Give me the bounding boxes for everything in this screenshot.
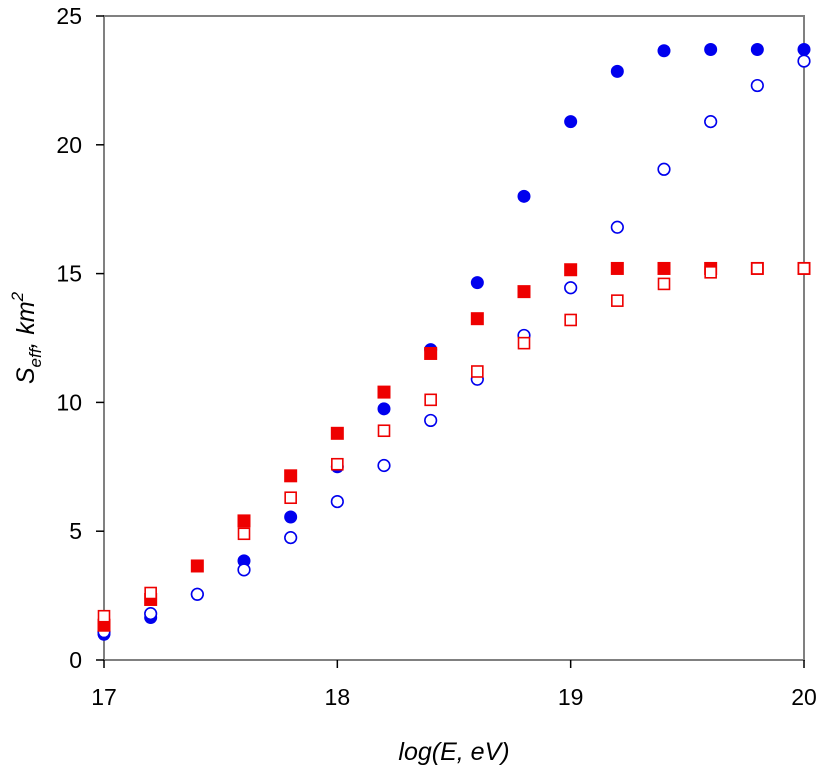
square-point-filled [377, 385, 391, 399]
circle-point-filled [750, 42, 764, 56]
y-tick-label: 25 [56, 3, 82, 29]
y-axis-title-separator: , [12, 335, 40, 349]
square-point-open [424, 393, 437, 407]
circle-point-open [610, 220, 624, 234]
square-point-open [237, 527, 251, 541]
y-axis-title-subscript: eff [26, 346, 45, 367]
circle-point-open [377, 458, 391, 473]
y-tick-label: 15 [56, 261, 82, 287]
data-marks [97, 42, 811, 641]
square-point-open [564, 313, 577, 327]
square-point-open [797, 262, 811, 275]
circle-point-open [750, 78, 764, 93]
y-axis-ticks: 0 5 10 15 20 25 [56, 3, 104, 673]
square-point-open [704, 266, 717, 279]
circle-point-open [190, 587, 204, 601]
circle-point-filled [517, 189, 531, 203]
circle-point-filled [610, 64, 624, 78]
y-axis-title: Seff, km2 [8, 291, 45, 384]
circle-point-open [284, 531, 298, 545]
square-point-filled [470, 312, 484, 326]
square-point-open [657, 277, 671, 291]
square-point-filled [424, 346, 438, 360]
square-point-open [611, 294, 624, 307]
y-axis-title-base: S [12, 367, 40, 384]
square-point-filled [517, 285, 531, 299]
circle-point-filled [657, 44, 671, 58]
square-point-open [284, 491, 297, 505]
square-point-filled [610, 261, 624, 275]
y-tick-label: 5 [69, 518, 82, 544]
circle-point-filled [564, 115, 578, 129]
y-tick-label: 0 [69, 647, 82, 673]
square-point-filled [284, 469, 298, 483]
x-tick-label: 17 [91, 684, 117, 710]
x-tick-label: 20 [791, 684, 817, 710]
circle-point-open [237, 563, 251, 577]
square-point-filled [330, 426, 344, 440]
y-axis-title-unit: km [12, 301, 40, 334]
square-point-filled [237, 514, 251, 528]
circle-point-open [564, 281, 578, 295]
circle-point-filled [797, 42, 811, 56]
circle-point-filled [377, 402, 391, 416]
x-tick-label: 18 [325, 684, 351, 710]
square-point-open [471, 365, 484, 378]
circle-point-filled [704, 42, 718, 56]
y-axis-title-superscript: 2 [8, 291, 27, 302]
square-point-filled [564, 263, 578, 277]
square-point-open [517, 336, 531, 350]
circle-point-filled [284, 510, 298, 524]
square-point-filled [657, 261, 671, 275]
circle-point-open [797, 54, 811, 68]
square-point-open [144, 586, 157, 600]
plot-frame [103, 15, 805, 661]
x-axis-ticks: 17 18 19 20 [91, 660, 817, 710]
circle-point-filled [470, 276, 484, 290]
circle-point-filled [237, 554, 251, 568]
circle-point-open [330, 494, 344, 509]
x-axis-title: log(E, eV) [398, 738, 509, 766]
square-point-open [751, 262, 764, 275]
y-tick-label: 20 [56, 132, 82, 158]
circle-point-open [144, 607, 158, 621]
square-point-open [97, 609, 111, 623]
circle-point-open [704, 115, 718, 129]
circle-point-open [424, 413, 438, 428]
square-point-filled [190, 559, 204, 573]
square-point-open [331, 457, 344, 471]
x-tick-label: 19 [558, 684, 584, 710]
circle-point-open [657, 162, 671, 176]
square-point-open [377, 424, 391, 438]
y-tick-label: 10 [56, 389, 82, 415]
